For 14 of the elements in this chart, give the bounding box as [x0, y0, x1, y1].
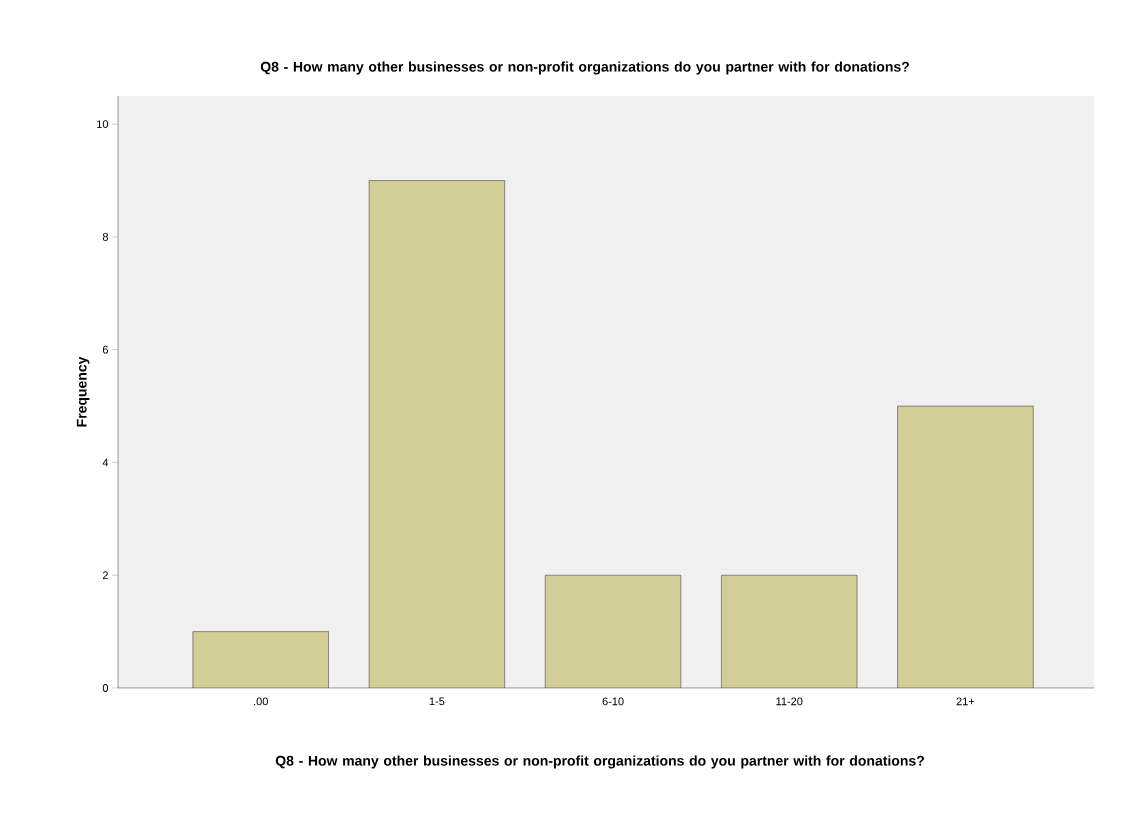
x-tick-label: .00: [254, 697, 268, 706]
y-tick-label: 10: [97, 120, 109, 129]
chart-title: Q8 - How many other businesses or non-profit organizations do you partner with for donations?: [260, 61, 909, 75]
x-tick-label: 6-10: [602, 697, 624, 706]
y-tick-label: 4: [102, 458, 109, 467]
x-tick-label: 21+: [956, 697, 975, 706]
y-tick-label: 0: [102, 684, 109, 692]
y-axis-title: Frequency: [76, 356, 90, 427]
y-tick-label: 6: [102, 345, 109, 354]
x-axis-title: Q8 - How many other businesses or non-profit organizations do you partner with for donations?: [275, 755, 924, 769]
y-tick-label: 2: [102, 571, 108, 580]
y-tick-label: 8: [102, 233, 109, 241]
x-tick-label: 11-20: [776, 697, 803, 706]
x-tick-label: 1-5: [429, 697, 445, 706]
